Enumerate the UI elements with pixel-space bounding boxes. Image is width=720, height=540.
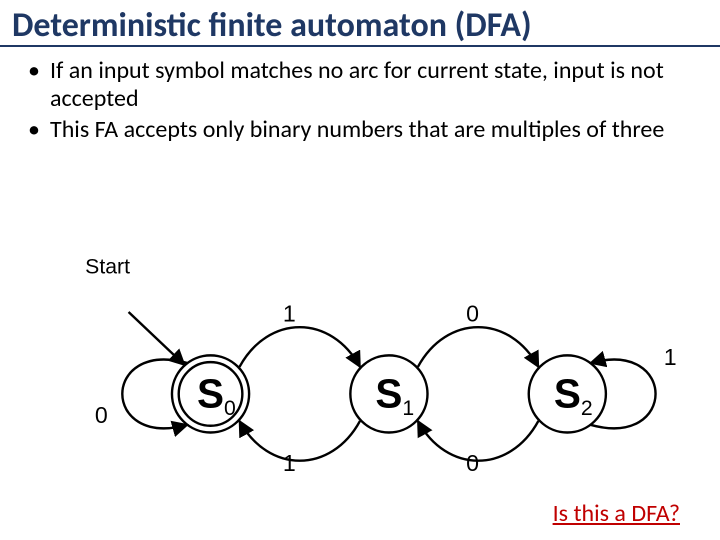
question-text: Is this a DFA? [553,499,680,528]
bullet-item: If an input symbol matches no arc for cu… [50,57,680,114]
svg-text:S: S [554,370,581,416]
svg-text:S: S [375,370,402,416]
dfa-diagram: StartS0S1S2011100 [30,230,690,500]
svg-text:1: 1 [664,344,677,370]
bullet-list: If an input symbol matches no arc for cu… [0,47,720,144]
svg-text:1: 1 [402,397,414,420]
svg-text:2: 2 [581,397,593,420]
svg-text:0: 0 [95,402,108,428]
svg-text:0: 0 [466,301,479,327]
svg-text:S: S [197,370,224,416]
svg-text:0: 0 [224,397,236,420]
svg-text:1: 1 [283,301,296,327]
bullet-item: This FA accepts only binary numbers that… [50,116,680,144]
svg-text:0: 0 [466,450,479,476]
svg-text:Start: Start [85,255,130,278]
svg-text:1: 1 [283,450,296,476]
page-title: Deterministic finite automaton (DFA) [0,0,720,47]
